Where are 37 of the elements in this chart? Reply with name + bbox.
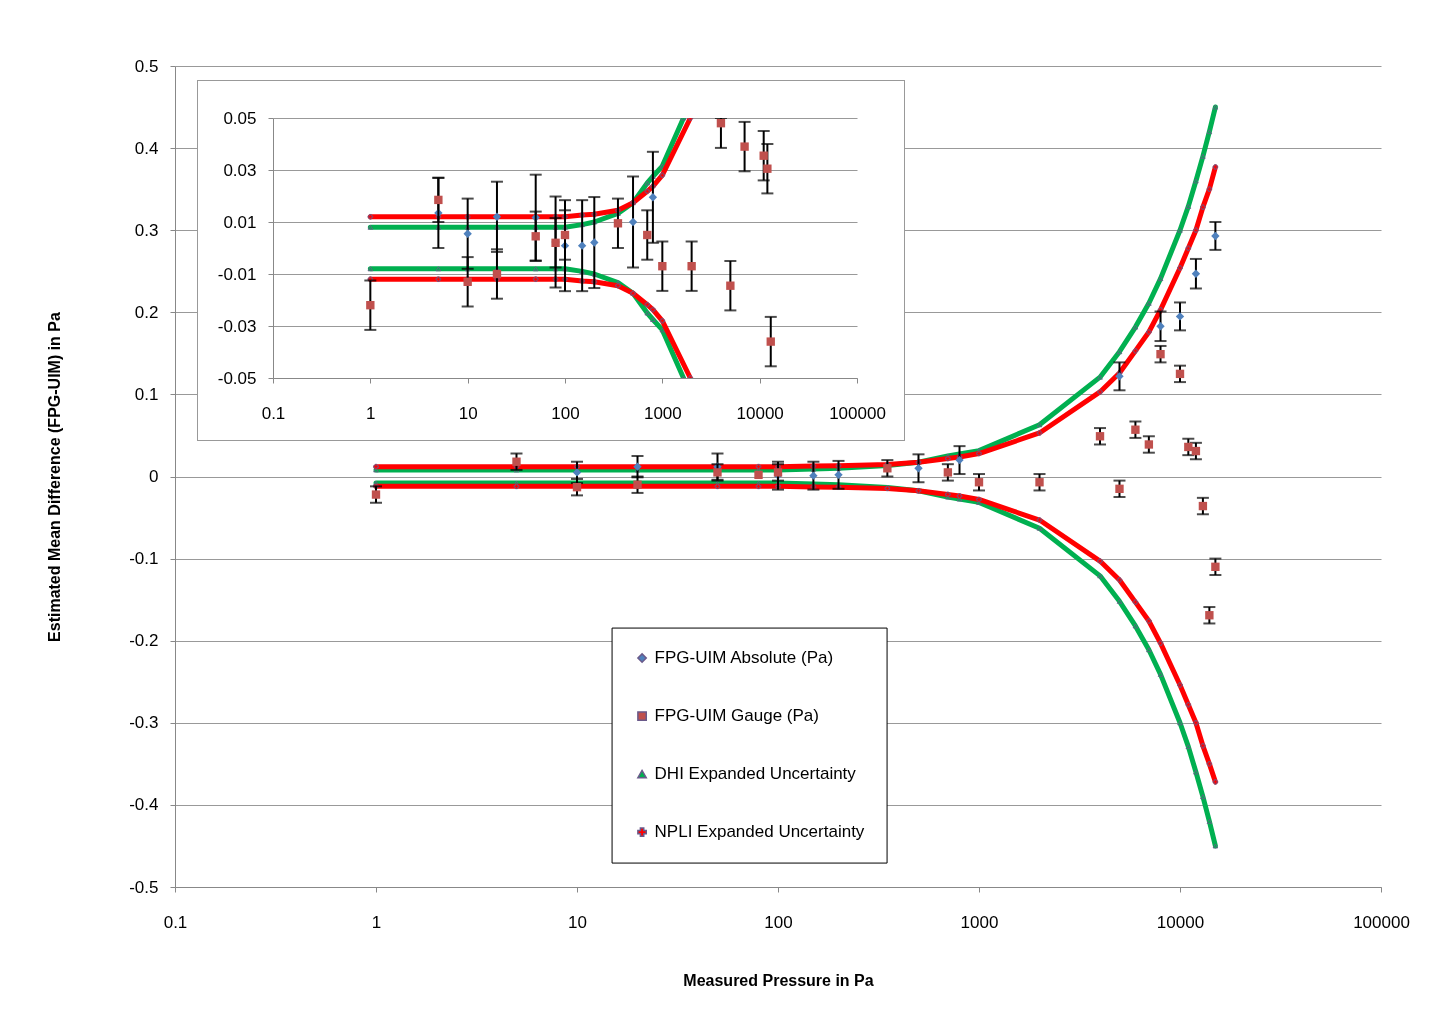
y-tick-label: -0.01: [217, 264, 257, 284]
x-axis-title: Measured Pressure in Pa: [683, 971, 874, 989]
y-tick-label: -0.1: [129, 549, 159, 569]
legend-label: FPG-UIM Absolute (Pa): [654, 648, 834, 668]
y-tick-label: 0.01: [223, 212, 257, 232]
y-tick-label: 0: [149, 467, 159, 486]
x-tick-label: 10: [458, 403, 478, 423]
y-tick-label: 0.2: [134, 302, 159, 322]
y-tick-label: 0.1: [134, 384, 159, 404]
y-tick-label: 0.3: [134, 220, 159, 240]
x-tick-label: 1000: [960, 912, 999, 932]
x-tick-label: 10: [568, 912, 587, 932]
y-axis-title: Estimated Mean Difference (FPG-UIM) in Pa: [46, 311, 64, 642]
y-tick-label: -0.4: [129, 795, 159, 815]
y-tick-label: -0.3: [129, 713, 159, 733]
y-tick-label: -0.2: [129, 631, 159, 651]
legend-label: DHI Expanded Uncertainty: [654, 764, 857, 784]
y-tick-label: 0.4: [134, 138, 159, 158]
legend-label: FPG-UIM Gauge (Pa): [654, 706, 819, 726]
y-tick-label: 0.03: [223, 160, 257, 180]
x-tick-label: 0.1: [261, 403, 286, 423]
x-tick-label: 1: [366, 403, 376, 423]
x-tick-label: 10000: [1156, 912, 1205, 932]
x-tick-label: 100000: [829, 403, 886, 423]
y-tick-label: 0.5: [134, 56, 159, 76]
x-tick-label: 1: [371, 912, 382, 932]
y-tick-label: -0.03: [217, 316, 257, 336]
legend-label: NPLI Expanded Uncertainty: [654, 822, 865, 842]
x-tick-label: 100: [764, 912, 793, 932]
x-tick-label: 100: [551, 403, 580, 423]
x-tick-label: 0.1: [163, 912, 188, 932]
x-tick-label: 100000: [1353, 912, 1410, 932]
x-tick-label: 1000: [643, 403, 682, 423]
y-tick-label: -0.5: [129, 877, 159, 897]
x-tick-label: 10000: [736, 403, 784, 423]
y-tick-label: 0.05: [223, 108, 257, 128]
y-tick-label: -0.05: [217, 368, 257, 388]
